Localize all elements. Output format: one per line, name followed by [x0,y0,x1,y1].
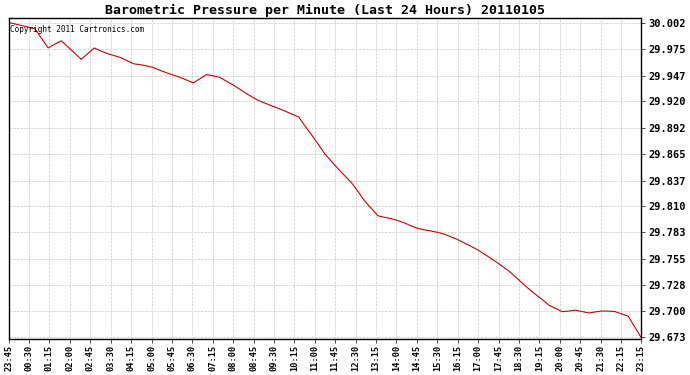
Text: Copyright 2011 Cartronics.com: Copyright 2011 Cartronics.com [10,25,144,34]
Title: Barometric Pressure per Minute (Last 24 Hours) 20110105: Barometric Pressure per Minute (Last 24 … [105,4,545,17]
